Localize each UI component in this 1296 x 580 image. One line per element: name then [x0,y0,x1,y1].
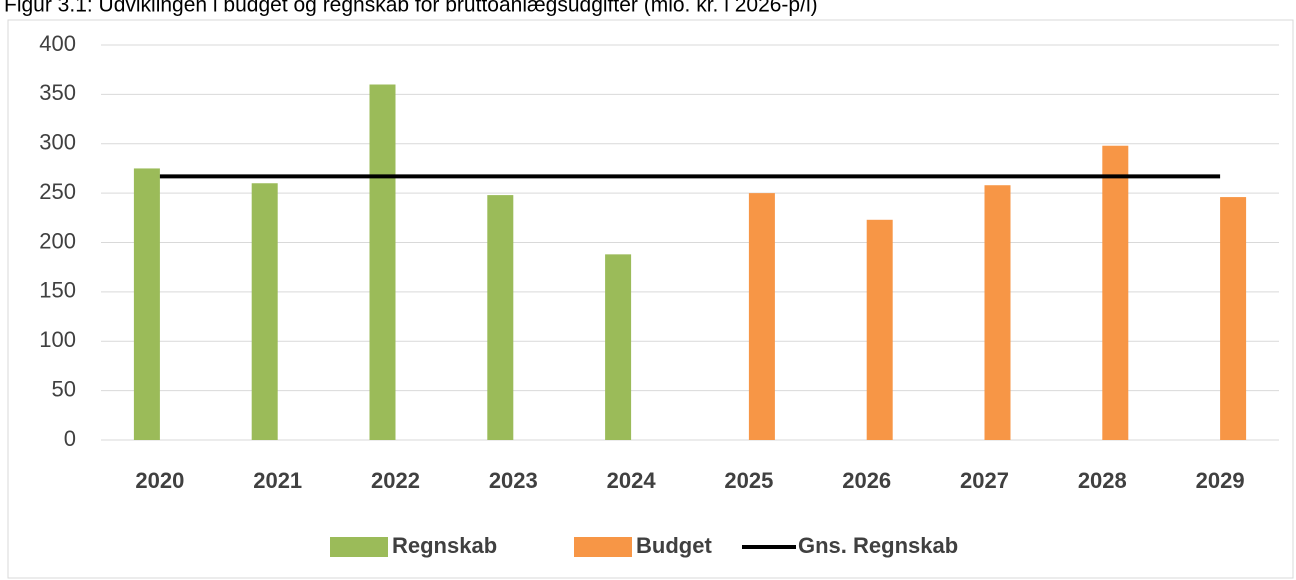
legend-swatch [574,537,632,557]
x-tick-label: 2023 [489,468,538,493]
legend-swatch [330,537,388,557]
y-tick-label: 400 [39,31,76,56]
chart-title: Figur 3.1: Udviklingen i budget og regns… [4,0,818,17]
y-tick-label: 250 [39,179,76,204]
bar [866,219,893,440]
bar [487,195,514,440]
legend-label: Gns. Regnskab [798,533,958,558]
x-tick-label: 2022 [371,468,420,493]
bar [369,84,396,440]
x-tick-label: 2021 [253,468,302,493]
x-tick-label: 2024 [607,468,657,493]
x-tick-label: 2020 [135,468,184,493]
bar [251,183,278,440]
bar [748,193,775,440]
bar [605,254,632,440]
x-tick-label: 2026 [842,468,891,493]
y-tick-label: 0 [64,426,76,451]
y-tick-label: 150 [39,278,76,303]
bar [1220,197,1247,440]
y-tick-label: 200 [39,228,76,253]
bar [133,168,160,440]
y-tick-label: 50 [52,376,76,401]
y-tick-label: 100 [39,327,76,352]
bar [1102,145,1129,440]
x-tick-label: 2027 [960,468,1009,493]
x-tick-label: 2029 [1196,468,1245,493]
y-tick-label: 300 [39,130,76,155]
chart-border [7,19,1294,579]
x-tick-label: 2025 [724,468,773,493]
legend-label: Regnskab [392,533,497,558]
y-tick-label: 350 [39,80,76,105]
legend-label: Budget [636,533,712,558]
x-tick-label: 2028 [1078,468,1127,493]
bar [984,185,1011,440]
